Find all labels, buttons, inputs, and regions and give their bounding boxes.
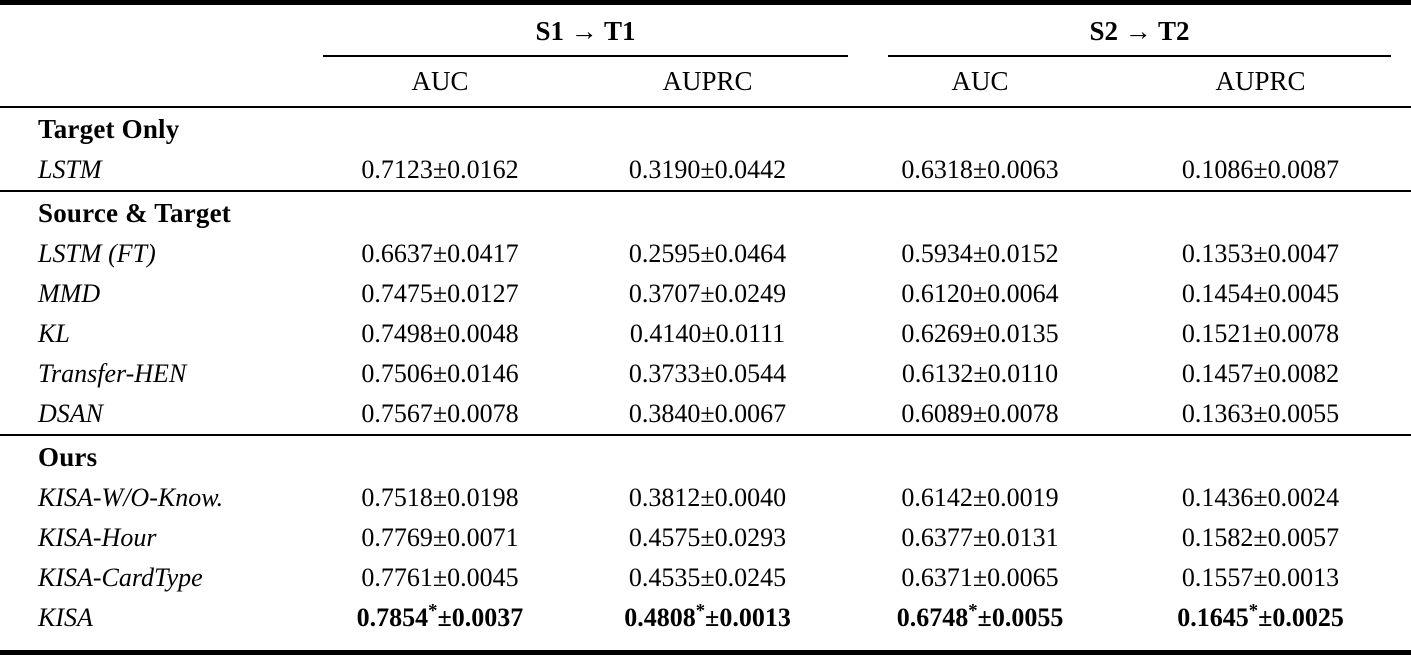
table-row: DSAN 0.7567±0.0078 0.3840±0.0067 0.6089±… [0, 394, 1411, 435]
metric-value: 0.1457±0.0082 [1181, 359, 1340, 388]
metric-value: 0.7475±0.0127 [361, 279, 519, 308]
value-stddev: ±0.0013 [705, 603, 791, 632]
value: 0.4808 [624, 603, 696, 632]
metric-value: 0.1353±0.0047 [1181, 239, 1340, 268]
row-label: MMD [38, 279, 101, 308]
value: 0.6748 [896, 603, 969, 632]
table-row: KL 0.7498±0.0048 0.4140±0.0111 0.6269±0.… [0, 314, 1411, 354]
table-row: LSTM (FT) 0.6637±0.0417 0.2595±0.0464 0.… [0, 234, 1411, 274]
metric-value: 0.5934±0.0152 [901, 239, 1059, 268]
stub-cell [0, 5, 315, 57]
significance-star: * [695, 600, 706, 622]
section-title: Target Only [38, 113, 180, 144]
metric-value: 0.1454±0.0045 [1181, 279, 1340, 308]
metric-value: 0.3840±0.0067 [628, 399, 787, 428]
metric-value: 0.6089±0.0078 [901, 399, 1059, 428]
metric-value-best: 0.4808*±0.0013 [565, 598, 850, 638]
row-label: Transfer-HEN [38, 359, 187, 388]
metric-value: 0.7769±0.0071 [361, 523, 519, 552]
metric-value: 0.1363±0.0055 [1181, 399, 1340, 428]
value-stddev: ±0.0025 [1258, 603, 1344, 632]
row-label: DSAN [38, 399, 103, 428]
metric-value: 0.3190±0.0442 [628, 155, 787, 184]
metric-value: 0.7761±0.0045 [361, 563, 519, 592]
row-label: KISA [38, 603, 93, 632]
col-group-label-s1-t1: S1 → T1 [323, 16, 849, 57]
row-label: KISA-W/O-Know. [38, 483, 224, 512]
section-title-row: Target Only [0, 107, 1411, 150]
table-row: LSTM 0.7123±0.0162 0.3190±0.0442 0.6318±… [0, 150, 1411, 191]
metric-value: 0.1582±0.0057 [1181, 523, 1340, 552]
metric-value: 0.4140±0.0111 [629, 319, 786, 348]
metric-value: 0.6318±0.0063 [901, 155, 1059, 184]
metric-value: 0.7506±0.0146 [361, 359, 519, 388]
metric-value: 0.7123±0.0162 [361, 155, 519, 184]
metric-value: 0.6132±0.0110 [901, 359, 1059, 388]
metric-value: 0.3812±0.0040 [628, 483, 787, 512]
row-label: KL [38, 319, 70, 348]
section-title: Ours [0, 434, 1411, 478]
metric-header-auprc-1: AUPRC [565, 57, 851, 108]
metric-header-row: AUC AUPRC AUC AUPRC [0, 57, 1411, 108]
metric-value: 0.7518±0.0198 [361, 483, 519, 512]
metric-value: 0.6120±0.0064 [901, 279, 1059, 308]
metric-value: 0.6142±0.0019 [901, 483, 1059, 512]
row-label: KISA-CardType [38, 563, 203, 592]
metric-value-best: 0.7854*±0.0037 [315, 598, 565, 638]
section-title: Source & Target [0, 190, 1411, 234]
metric-value: 0.6377±0.0131 [901, 523, 1059, 552]
table-row: KISA-W/O-Know. 0.7518±0.0198 0.3812±0.00… [0, 478, 1411, 518]
metric-value: 0.6371±0.0065 [901, 563, 1059, 592]
metric-header-auc-1: AUC [315, 57, 565, 108]
value: 0.1645 [1177, 603, 1249, 632]
col-group-s1-t1: S1 → T1 [315, 5, 850, 57]
metric-value: 0.6637±0.0417 [361, 239, 519, 268]
metric-value: 0.2595±0.0464 [628, 239, 787, 268]
stub-cell [0, 57, 315, 108]
table-row: MMD 0.7475±0.0127 0.3707±0.0249 0.6120±0… [0, 274, 1411, 314]
row-label: LSTM [38, 155, 102, 184]
significance-star: * [428, 600, 438, 622]
value-stddev: ±0.0037 [437, 603, 524, 632]
table-row: KISA-Hour 0.7769±0.0071 0.4575±0.0293 0.… [0, 518, 1411, 558]
row-label: LSTM (FT) [38, 239, 156, 268]
metric-value-best: 0.1645*±0.0025 [1110, 598, 1411, 638]
table-row: Transfer-HEN 0.7506±0.0146 0.3733±0.0544… [0, 354, 1411, 394]
metric-value: 0.3733±0.0544 [628, 359, 787, 388]
significance-star: * [1248, 600, 1259, 622]
row-label: KISA-Hour [38, 523, 157, 552]
table-row-best: KISA 0.7854*±0.0037 0.4808*±0.0013 0.674… [0, 598, 1411, 638]
value-stddev: ±0.0055 [977, 603, 1064, 632]
metric-header-auprc-2: AUPRC [1110, 57, 1411, 108]
table-row: KISA-CardType 0.7761±0.0045 0.4535±0.024… [0, 558, 1411, 598]
section-title-row: Source & Target [0, 190, 1411, 234]
section-title-row: Ours [0, 434, 1411, 478]
value: 0.7854 [356, 603, 429, 632]
metric-header-auc-2: AUC [850, 57, 1111, 108]
significance-star: * [968, 600, 978, 622]
metric-value: 0.7567±0.0078 [361, 399, 519, 428]
metric-value: 0.4535±0.0245 [628, 563, 787, 592]
metric-value: 0.1436±0.0024 [1181, 483, 1340, 512]
metric-value: 0.7498±0.0048 [361, 319, 519, 348]
metric-value: 0.1086±0.0087 [1181, 155, 1340, 184]
col-group-label-s2-t2: S2 → T2 [888, 16, 1392, 57]
metric-value: 0.1521±0.0078 [1181, 319, 1340, 348]
metric-value: 0.6269±0.0135 [901, 319, 1059, 348]
metric-value: 0.1557±0.0013 [1181, 563, 1340, 592]
metric-value: 0.3707±0.0249 [628, 279, 787, 308]
metric-value-best: 0.6748*±0.0055 [850, 598, 1110, 638]
metric-value: 0.4575±0.0293 [628, 523, 787, 552]
column-group-header-row: S1 → T1 S2 → T2 [0, 5, 1411, 57]
results-table: S1 → T1 S2 → T2 AUC AUPRC AUC AUPRC Targ… [0, 5, 1411, 638]
col-group-s2-t2: S2 → T2 [850, 5, 1411, 57]
